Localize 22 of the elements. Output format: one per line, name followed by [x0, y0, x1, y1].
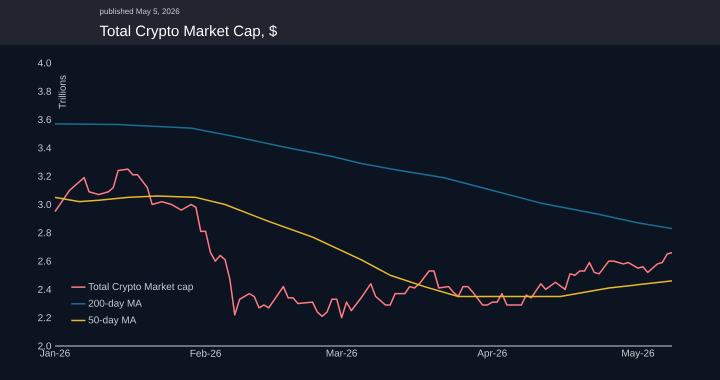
line-series [54, 123, 673, 230]
y-tick-label: 2.2 [38, 314, 51, 322]
x-tick-label: Apr-26 [477, 350, 507, 359]
y-tick-label: 4.0 [38, 59, 52, 67]
y-tick-label: 3.4 [38, 144, 52, 152]
y-tick-label: 3.2 [38, 172, 51, 180]
x-tick-label: Jan-26 [40, 350, 70, 357]
y-tick-label: 3.0 [38, 200, 52, 208]
chart-title: Total Crypto Market Cap, $ [100, 24, 277, 40]
x-tick-label: Feb-26 [190, 350, 221, 357]
legend-label: 50-day MA [88, 316, 136, 326]
y-tick-label: 2.0 [38, 342, 52, 350]
y-tick-label: 3.6 [38, 116, 52, 124]
y-tick-label: 2.8 [38, 229, 52, 236]
y-tick-label: 3.8 [38, 88, 52, 95]
legend-label: Total Crypto Market cap [88, 282, 193, 292]
y-tick-label: 2.6 [38, 258, 52, 265]
legend-label: 200-day MA [88, 299, 142, 309]
x-tick-label: Mar-26 [326, 350, 357, 357]
x-tick-label: May-26 [622, 350, 654, 359]
y-tick-label: 2.4 [38, 286, 52, 293]
y-axis-title: Trillions [58, 75, 66, 109]
